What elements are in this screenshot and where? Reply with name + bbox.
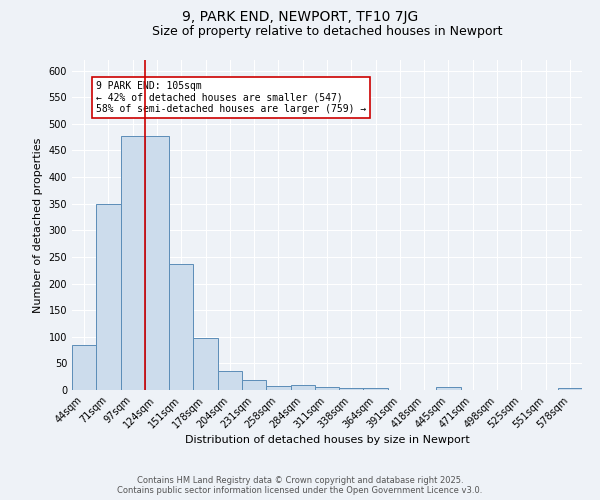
Bar xyxy=(72,345,96,390)
Text: Contains HM Land Registry data © Crown copyright and database right 2025.
Contai: Contains HM Land Registry data © Crown c… xyxy=(118,476,482,495)
Bar xyxy=(242,380,266,390)
Bar xyxy=(218,371,242,390)
Bar xyxy=(145,136,169,390)
Bar xyxy=(436,388,461,390)
Bar xyxy=(315,388,339,390)
Bar xyxy=(121,136,145,390)
Text: 9 PARK END: 105sqm
← 42% of detached houses are smaller (547)
58% of semi-detach: 9 PARK END: 105sqm ← 42% of detached hou… xyxy=(96,82,367,114)
Bar xyxy=(96,204,121,390)
Bar xyxy=(364,388,388,390)
Bar xyxy=(266,386,290,390)
Text: 9, PARK END, NEWPORT, TF10 7JG: 9, PARK END, NEWPORT, TF10 7JG xyxy=(182,10,418,24)
Bar xyxy=(339,388,364,390)
Title: Size of property relative to detached houses in Newport: Size of property relative to detached ho… xyxy=(152,25,502,38)
Bar xyxy=(193,338,218,390)
X-axis label: Distribution of detached houses by size in Newport: Distribution of detached houses by size … xyxy=(185,436,469,446)
Bar xyxy=(169,264,193,390)
Bar xyxy=(290,384,315,390)
Bar xyxy=(558,388,582,390)
Y-axis label: Number of detached properties: Number of detached properties xyxy=(33,138,43,312)
